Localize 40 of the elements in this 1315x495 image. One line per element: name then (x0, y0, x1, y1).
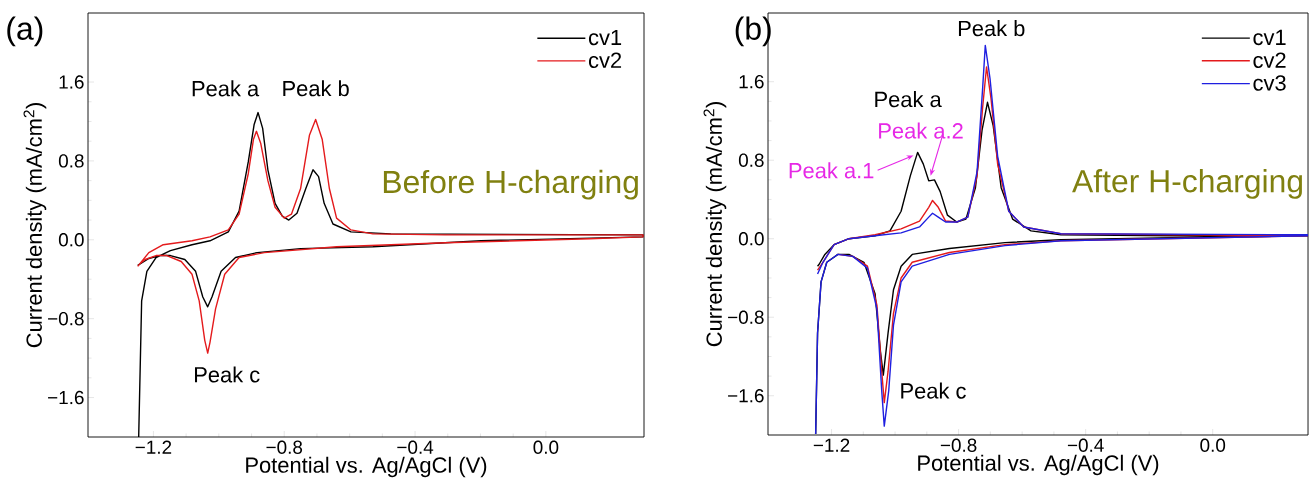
legend-label: cv2 (588, 52, 622, 68)
x-tick-label: −0.4 (397, 440, 434, 454)
y-axis-title: Current density (mA/cm$^{2}$) (23, 103, 47, 348)
annotation: After H-charging (1072, 169, 1302, 199)
annotation: Peak a (192, 80, 260, 97)
annotation: Peak a.2 (879, 122, 963, 139)
annotation: Before H-charging (383, 169, 638, 200)
x-tick-label: −1.2 (135, 440, 172, 454)
annotation: Peak c (901, 382, 966, 399)
x-tick-label: 0.0 (1200, 438, 1226, 452)
y-tick-label: 0.0 (738, 232, 764, 246)
legend-label: cv3 (1253, 75, 1286, 91)
x-axis-title: Potential vs. Ag/AgCl (V) (246, 456, 487, 478)
annotation: Peak c (195, 366, 260, 383)
annotation: Peak b (958, 20, 1025, 37)
y-tick-label: −0.8 (48, 311, 84, 326)
y-tick-label: 1.6 (739, 74, 764, 89)
chart-title: (b) (735, 16, 771, 47)
legend-label: cv2 (1253, 52, 1286, 68)
legend-label: cv1 (1253, 29, 1286, 46)
y-axis-title: Current density (mA/cm$^{2}$) (703, 102, 727, 347)
x-tick-label: −0.8 (940, 438, 977, 452)
annotation: Peak a (875, 91, 942, 108)
annotation: Peak a.1 (789, 162, 874, 179)
y-tick-label: −1.6 (728, 389, 764, 403)
chart-title: (a) (7, 16, 43, 47)
y-tick-label: −0.8 (728, 310, 764, 324)
y-tick-label: 0.8 (58, 154, 84, 168)
y-tick-label: −1.6 (48, 390, 84, 405)
annotation: Peak b (283, 80, 349, 97)
line-series (137, 118, 644, 354)
x-tick-label: −0.8 (266, 440, 303, 454)
x-tick-label: 0.0 (533, 440, 559, 454)
y-tick-label: 0.8 (738, 153, 764, 167)
x-tick-label: −0.4 (1067, 438, 1104, 452)
legend-label: cv1 (588, 29, 622, 46)
x-tick-label: −1.2 (813, 438, 850, 452)
x-axis-title: Potential vs. Ag/AgCl (V) (918, 454, 1159, 476)
y-tick-label: 1.6 (59, 75, 84, 89)
y-tick-label: 0.0 (58, 233, 84, 247)
